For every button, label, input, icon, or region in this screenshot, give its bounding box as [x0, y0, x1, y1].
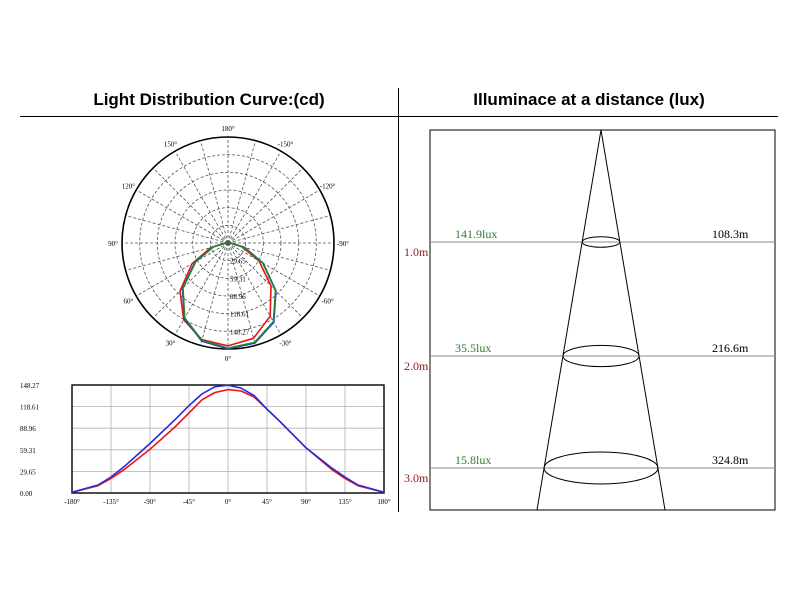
cone-ellipse: [562, 344, 640, 368]
polar-angle-label: -30°: [279, 340, 291, 348]
polar-angle-label: 120°: [122, 183, 136, 191]
cone-distance-label: 2.0m: [404, 359, 429, 373]
polar-grid-spoke: [227, 189, 320, 244]
polar-labels: 180° 150° 120° 90° 60° 30° 0° -30° -60° -90° -120°…: [108, 125, 349, 363]
polar-angle-label: 150°: [164, 140, 178, 148]
polar-angle-label: 90°: [108, 240, 118, 248]
linear-x-tick-label: -135°: [103, 498, 119, 506]
polar-series-red: [179, 242, 272, 347]
polar-grid: [121, 136, 335, 350]
linear-x-tick-label: -45°: [183, 498, 195, 506]
cone-distance-label: 3.0m: [404, 471, 429, 485]
linear-y-tick-label: 59.31: [20, 447, 36, 455]
linear-series-blue: [71, 384, 385, 494]
polar-series-green: [182, 242, 277, 349]
polar-grid-spoke: [200, 242, 229, 346]
polar-grid-spoke: [227, 242, 320, 297]
linear-y-tick-label: 0.00: [20, 490, 33, 498]
cone-distance-label: 1.0m: [404, 245, 429, 259]
polar-grid-spoke: [227, 140, 256, 244]
polar-grid-spoke: [174, 151, 229, 244]
cone-left-edge: [536, 129, 602, 511]
polar-angle-label: 180°: [221, 125, 235, 133]
polar-radial-label: 59.31: [230, 275, 246, 283]
polar-radial-label: 29.65: [230, 258, 246, 266]
polar-angle-label: -120°: [320, 183, 336, 191]
polar-angle-label: -150°: [278, 140, 294, 148]
linear-y-tick-label: 29.65: [20, 468, 36, 476]
cone-diameter-label: 324.8m: [712, 453, 749, 467]
linear-chart: 148.27 118.61 88.96 59.31 29.65 0.00 -180° -135…: [20, 382, 391, 506]
polar-angle-label: -90°: [337, 240, 349, 248]
polar-grid-spoke: [200, 140, 229, 244]
polar-grid-spoke: [227, 242, 282, 335]
polar-grid-spoke: [227, 242, 304, 319]
linear-x-tick-label: 0°: [225, 498, 232, 506]
polar-chart: 180° 150° 120° 90° 60° 30° 0° -30° -60° -90° -120°…: [108, 125, 349, 363]
linear-y-tick-label: 88.96: [20, 425, 36, 433]
cone-ellipse: [543, 451, 659, 485]
cone-frame: [429, 129, 776, 511]
linear-x-tick-label: 135°: [338, 498, 352, 506]
panel-divider: [398, 88, 399, 512]
linear-series-group: [71, 384, 385, 494]
cone-lux-label: 15.8lux: [455, 453, 491, 467]
polar-angle-label: 60°: [124, 298, 134, 306]
polar-grid-spoke: [136, 242, 229, 297]
polar-grid-spoke: [174, 242, 229, 335]
cone-ellipse: [581, 236, 621, 248]
light-distribution-title: Light Distribution Curve:(cd): [93, 90, 325, 109]
polar-grid-spoke: [227, 215, 331, 244]
cone-lux-label: 35.5lux: [455, 341, 491, 355]
cone-diameter-label: 216.6m: [712, 341, 749, 355]
cone-rows: 1.0m 141.9lux 108.3m 2.0m 35.5lux 216.6m 3.0m 1…: [404, 227, 775, 485]
linear-x-tick-label: -180°: [64, 498, 80, 506]
polar-grid-spoke: [227, 242, 256, 346]
cone-right-edge: [600, 129, 666, 511]
polar-series-group: [179, 242, 277, 350]
linear-y-tick-label: 148.27: [20, 382, 40, 390]
linear-series-red: [71, 388, 385, 494]
polar-grid-spoke: [152, 242, 229, 319]
polar-grid-spoke: [125, 215, 229, 244]
linear-x-tick-label: -90°: [144, 498, 156, 506]
polar-grid-ring: [139, 154, 317, 332]
illuminance-title: Illuminace at a distance (lux): [473, 90, 705, 109]
polar-grid-spoke: [152, 167, 229, 244]
polar-radial-label: 148.27: [230, 328, 250, 336]
linear-x-tick-label: 90°: [301, 498, 311, 506]
polar-grid-spoke: [227, 167, 304, 244]
cone-lux-label: 141.9lux: [455, 227, 497, 241]
linear-x-tick-label: 45°: [262, 498, 272, 506]
linear-labels: 148.27 118.61 88.96 59.31 29.65 0.00 -180° -135…: [20, 382, 391, 506]
linear-x-tick-label: 180°: [377, 498, 391, 506]
polar-radial-label: 118.61: [230, 311, 249, 319]
illuminance-cone-diagram: 1.0m 141.9lux 108.3m 2.0m 35.5lux 216.6m 3.0m 1…: [404, 129, 776, 511]
polar-angle-label: 0°: [225, 355, 232, 363]
polar-angle-label: -60°: [322, 298, 334, 306]
polar-grid-spoke: [227, 151, 282, 244]
polar-grid-spoke: [136, 189, 229, 244]
header-divider: [20, 116, 778, 117]
linear-y-tick-label: 118.61: [20, 404, 39, 412]
cone-diameter-label: 108.3m: [712, 227, 749, 241]
polar-radial-label: 88.96: [230, 293, 246, 301]
polar-angle-label: 30°: [166, 340, 176, 348]
